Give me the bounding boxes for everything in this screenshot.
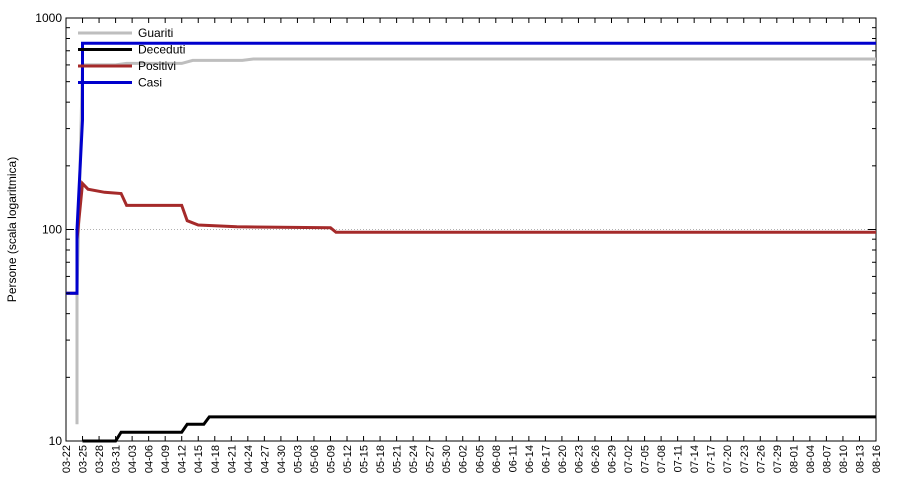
series-line-guariti [75,57,876,425]
x-tick-label: 07-05 [640,445,652,473]
x-tick-label: 06-17 [540,445,552,473]
x-tick-label: 03-28 [94,445,106,473]
x-tick-label: 08-01 [788,445,800,473]
legend: Guariti Deceduti Positivi Casi [78,26,185,90]
x-tick-label: 08-04 [805,445,817,473]
series-layer [66,41,876,443]
x-tick-label: 05-06 [309,445,321,473]
y-axis-title: Persone (scala logaritmica) [5,157,19,302]
x-tick-label: 05-09 [325,445,337,473]
x-tick-label: 06-05 [474,445,486,473]
legend-label-deceduti: Deceduti [138,43,185,57]
x-tick-label: 05-21 [392,445,404,473]
x-tick-label: 04-24 [243,445,255,473]
x-tick-label: 07-17 [706,445,718,473]
x-axis: 03-22 03-25 03-28 03-31 04-03 04-06 04-09 04-12… [61,18,883,473]
x-tick-label: 06-23 [573,445,585,473]
legend-label-positivi: Positivi [138,59,176,73]
x-tick-label: 07-29 [772,445,784,473]
x-tick-label: 07-20 [722,445,734,473]
x-tick-label: 07-08 [656,445,668,473]
y-axis: 10 100 1000 [35,11,876,448]
x-tick-label: 08-13 [854,445,866,473]
x-tick-label: 08-10 [838,445,850,473]
series-line-deceduti [82,415,876,443]
legend-label-guariti: Guariti [138,26,173,40]
x-tick-label: 05-12 [342,445,354,473]
x-tick-label: 06-29 [607,445,619,473]
x-tick-label: 04-18 [210,445,222,473]
x-tick-label: 07-02 [623,445,635,473]
x-tick-label: 06-26 [590,445,602,473]
x-tick-label: 07-23 [739,445,751,473]
x-tick-label: 04-06 [144,445,156,473]
x-tick-label: 07-14 [689,445,701,473]
x-tick-label: 04-03 [127,445,139,473]
x-tick-label: 04-30 [276,445,288,473]
plot-area: 10 100 1000 03-22 03-25 03-28 03-31 04-03 04-06… [35,11,883,473]
x-tick-label: 06-02 [458,445,470,473]
x-tick-label: 05-18 [375,445,387,473]
x-tick-label: 08-07 [821,445,833,473]
legend-label-casi: Casi [138,76,162,90]
x-tick-label: 05-03 [292,445,304,473]
x-tick-label: 04-27 [259,445,271,473]
x-tick-label: 03-25 [78,445,90,473]
x-tick-label: 06-14 [524,445,536,473]
x-tick-label: 03-31 [111,445,123,473]
x-tick-label: 03-22 [61,445,73,473]
x-tick-label: 04-09 [160,445,172,473]
x-tick-label: 05-15 [359,445,371,473]
y-tick-label: 1000 [35,11,62,25]
x-tick-label: 08-16 [871,445,883,473]
x-tick-label: 06-11 [507,445,519,472]
x-tick-label: 07-26 [755,445,767,473]
series-line-casi [66,41,876,295]
x-tick-label: 05-27 [425,445,437,473]
y-tick-label: 10 [49,434,63,448]
x-tick-label: 06-20 [557,445,569,473]
y-tick-label: 100 [42,223,62,237]
x-tick-label: 05-30 [441,445,453,473]
x-tick-label: 04-21 [226,445,238,473]
x-tick-label: 05-24 [408,445,420,473]
x-tick-label: 06-08 [491,445,503,473]
series-line-positivi [66,180,876,295]
x-tick-label: 07-11 [673,445,685,472]
x-tick-label: 04-15 [193,445,205,473]
x-tick-label: 04-12 [177,445,189,473]
